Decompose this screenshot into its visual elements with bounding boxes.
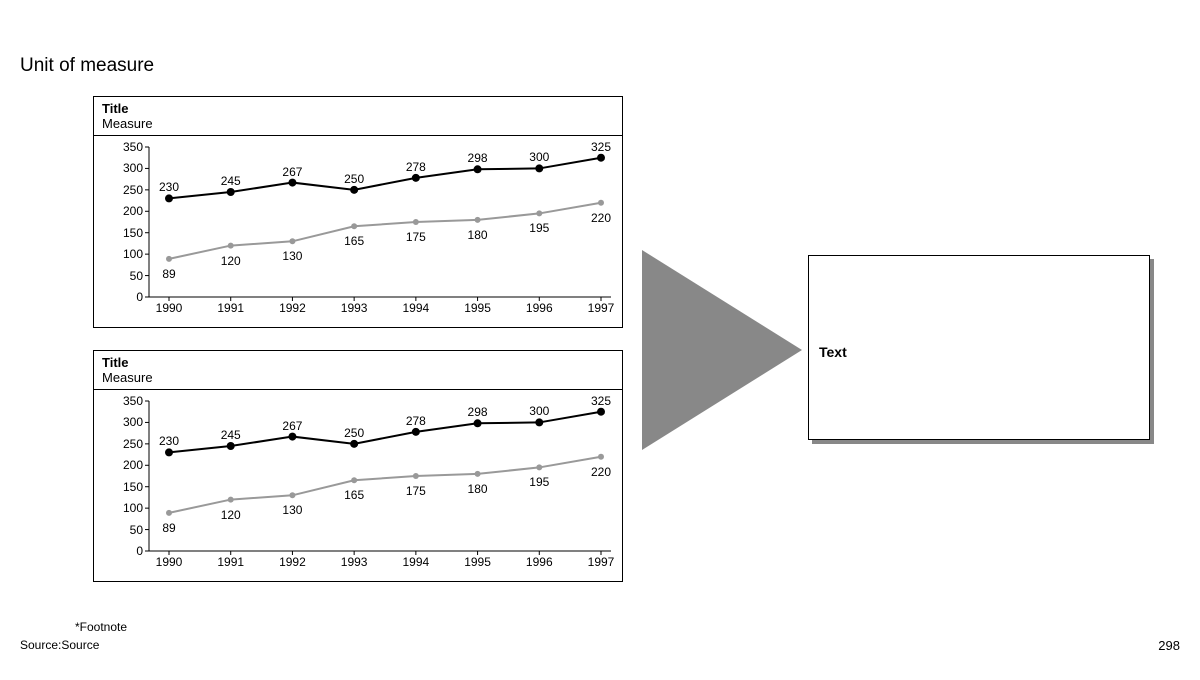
series-marker-series-b <box>413 473 419 479</box>
y-tick-label: 150 <box>123 226 143 240</box>
y-tick-label: 350 <box>123 394 143 408</box>
series-marker-series-a <box>597 154 605 162</box>
x-tick-label: 1994 <box>402 555 429 569</box>
series-marker-series-a <box>474 165 482 173</box>
series-marker-series-b <box>475 217 481 223</box>
y-tick-label: 300 <box>123 415 143 429</box>
x-tick-label: 1993 <box>341 301 368 315</box>
chart-panel-2: Title Measure 05010015020025030035019901… <box>93 350 623 582</box>
series-marker-series-b <box>289 492 295 498</box>
chart1-header: Title Measure <box>94 97 622 136</box>
text-box-label: Text <box>819 344 847 360</box>
unit-of-measure-label: Unit of measure <box>20 55 154 77</box>
series-line-series-b <box>169 457 601 513</box>
series-marker-series-b <box>598 454 604 460</box>
x-tick-label: 1990 <box>156 301 183 315</box>
series-marker-series-a <box>350 186 358 194</box>
arrow-polygon <box>642 250 802 450</box>
x-tick-label: 1995 <box>464 555 491 569</box>
series-marker-series-a <box>535 164 543 172</box>
x-tick-label: 1994 <box>402 301 429 315</box>
series-marker-series-b <box>536 464 542 470</box>
series-marker-series-a <box>412 174 420 182</box>
source-label: Source:Source <box>20 638 99 652</box>
y-tick-label: 300 <box>123 161 143 175</box>
chart-svg <box>149 401 611 551</box>
chart2-plot: 0501001502002503003501990199119921993199… <box>149 401 611 551</box>
y-tick-label: 350 <box>123 140 143 154</box>
series-marker-series-a <box>227 188 235 196</box>
x-tick-label: 1995 <box>464 301 491 315</box>
series-marker-series-a <box>227 442 235 450</box>
y-tick-label: 50 <box>130 523 143 537</box>
series-marker-series-b <box>166 256 172 262</box>
y-tick-label: 250 <box>123 183 143 197</box>
series-line-series-b <box>169 203 601 259</box>
series-marker-series-a <box>350 440 358 448</box>
y-tick-label: 150 <box>123 480 143 494</box>
x-tick-label: 1991 <box>217 301 244 315</box>
y-tick-label: 200 <box>123 204 143 218</box>
x-tick-label: 1992 <box>279 555 306 569</box>
series-marker-series-a <box>288 179 296 187</box>
x-tick-label: 1996 <box>526 555 553 569</box>
series-marker-series-b <box>166 510 172 516</box>
y-tick-label: 0 <box>136 544 143 558</box>
series-marker-series-b <box>475 471 481 477</box>
series-marker-series-a <box>597 408 605 416</box>
y-tick-label: 100 <box>123 501 143 515</box>
arrow-icon <box>642 250 802 450</box>
series-marker-series-b <box>228 497 234 503</box>
y-tick-label: 50 <box>130 269 143 283</box>
chart1-plot: 0501001502002503003501990199119921993199… <box>149 147 611 297</box>
chart-svg <box>149 147 611 297</box>
series-marker-series-a <box>165 448 173 456</box>
x-tick-label: 1996 <box>526 301 553 315</box>
series-marker-series-b <box>413 219 419 225</box>
series-marker-series-a <box>288 433 296 441</box>
chart-panel-1: Title Measure 05010015020025030035019901… <box>93 96 623 328</box>
x-tick-label: 1991 <box>217 555 244 569</box>
x-tick-label: 1997 <box>588 301 615 315</box>
footnote: *Footnote <box>75 620 127 634</box>
y-tick-label: 250 <box>123 437 143 451</box>
series-marker-series-b <box>536 210 542 216</box>
chart2-title: Title <box>102 355 614 370</box>
series-marker-series-b <box>228 243 234 249</box>
y-tick-label: 100 <box>123 247 143 261</box>
x-tick-label: 1997 <box>588 555 615 569</box>
chart2-measure: Measure <box>102 370 614 385</box>
series-marker-series-b <box>351 477 357 483</box>
series-marker-series-a <box>474 419 482 427</box>
chart1-title: Title <box>102 101 614 116</box>
chart1-measure: Measure <box>102 116 614 131</box>
x-tick-label: 1993 <box>341 555 368 569</box>
chart2-header: Title Measure <box>94 351 622 390</box>
x-tick-label: 1990 <box>156 555 183 569</box>
series-marker-series-a <box>412 428 420 436</box>
series-marker-series-b <box>351 223 357 229</box>
text-box: Text <box>808 255 1150 440</box>
series-marker-series-a <box>535 418 543 426</box>
series-marker-series-b <box>598 200 604 206</box>
page-number: 298 <box>1158 638 1180 653</box>
y-tick-label: 0 <box>136 290 143 304</box>
y-tick-label: 200 <box>123 458 143 472</box>
series-marker-series-a <box>165 194 173 202</box>
x-tick-label: 1992 <box>279 301 306 315</box>
series-marker-series-b <box>289 238 295 244</box>
